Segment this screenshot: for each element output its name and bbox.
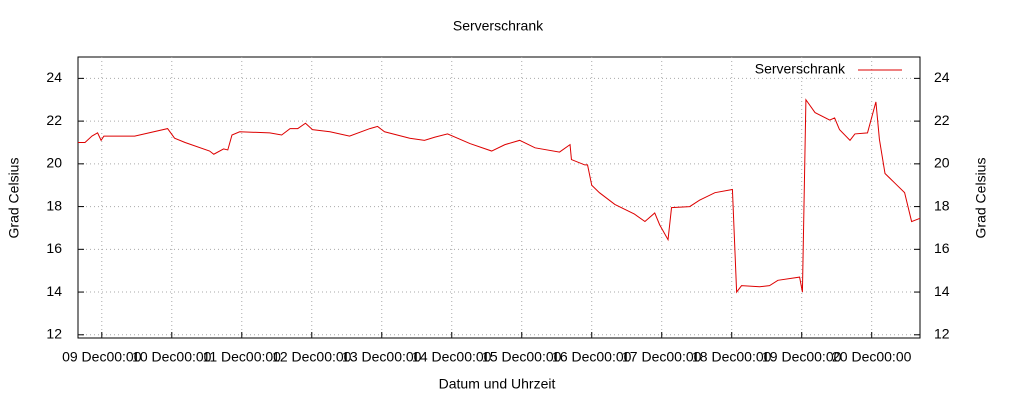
y-tick-label: 24: [46, 69, 62, 85]
y-tick-label: 14: [46, 283, 62, 299]
y2-tick-label: 24: [934, 69, 950, 85]
x-tick-label: 18 Dec00:00: [692, 349, 772, 365]
x-tick-label: 12 Dec00:00: [272, 349, 352, 365]
y2-tick-label: 20: [934, 155, 950, 171]
x-tick-label: 19 Dec00:00: [762, 349, 842, 365]
y-tick-label: 18: [46, 197, 62, 213]
legend-label: Serverschrank: [755, 61, 846, 77]
x-tick-label: 11 Dec00:00: [203, 349, 282, 365]
x-tick-label: 10 Dec00:00: [132, 349, 212, 365]
x-tick-label: 17 Dec00:00: [622, 349, 702, 365]
x-tick-label: 16 Dec00:00: [552, 349, 632, 365]
y2-tick-label: 18: [934, 197, 950, 213]
y-tick-label: 16: [46, 240, 62, 256]
x-tick-label: 15 Dec00:00: [482, 349, 562, 365]
x-tick-label: 14 Dec00:00: [412, 349, 492, 365]
y2-tick-label: 16: [934, 240, 950, 256]
chart-title: Serverschrank: [453, 18, 544, 34]
y2-axis-label: Grad Celsius: [973, 158, 989, 239]
y-tick-label: 20: [46, 155, 62, 171]
y2-tick-label: 12: [934, 325, 950, 341]
y2-tick-label: 22: [934, 112, 950, 128]
x-tick-label: 09 Dec00:00: [62, 349, 142, 365]
y-tick-label: 12: [46, 325, 62, 341]
y-tick-label: 22: [46, 112, 62, 128]
data-line: [78, 98, 921, 294]
y2-tick-label: 14: [934, 283, 950, 299]
x-tick-label: 13 Dec00:00: [342, 349, 422, 365]
x-axis-label: Datum und Uhrzeit: [439, 376, 556, 392]
y-axis-label: Grad Celsius: [6, 158, 22, 239]
x-tick-label: 20 Dec00:00: [832, 349, 912, 365]
plot-frame: [77, 56, 921, 339]
